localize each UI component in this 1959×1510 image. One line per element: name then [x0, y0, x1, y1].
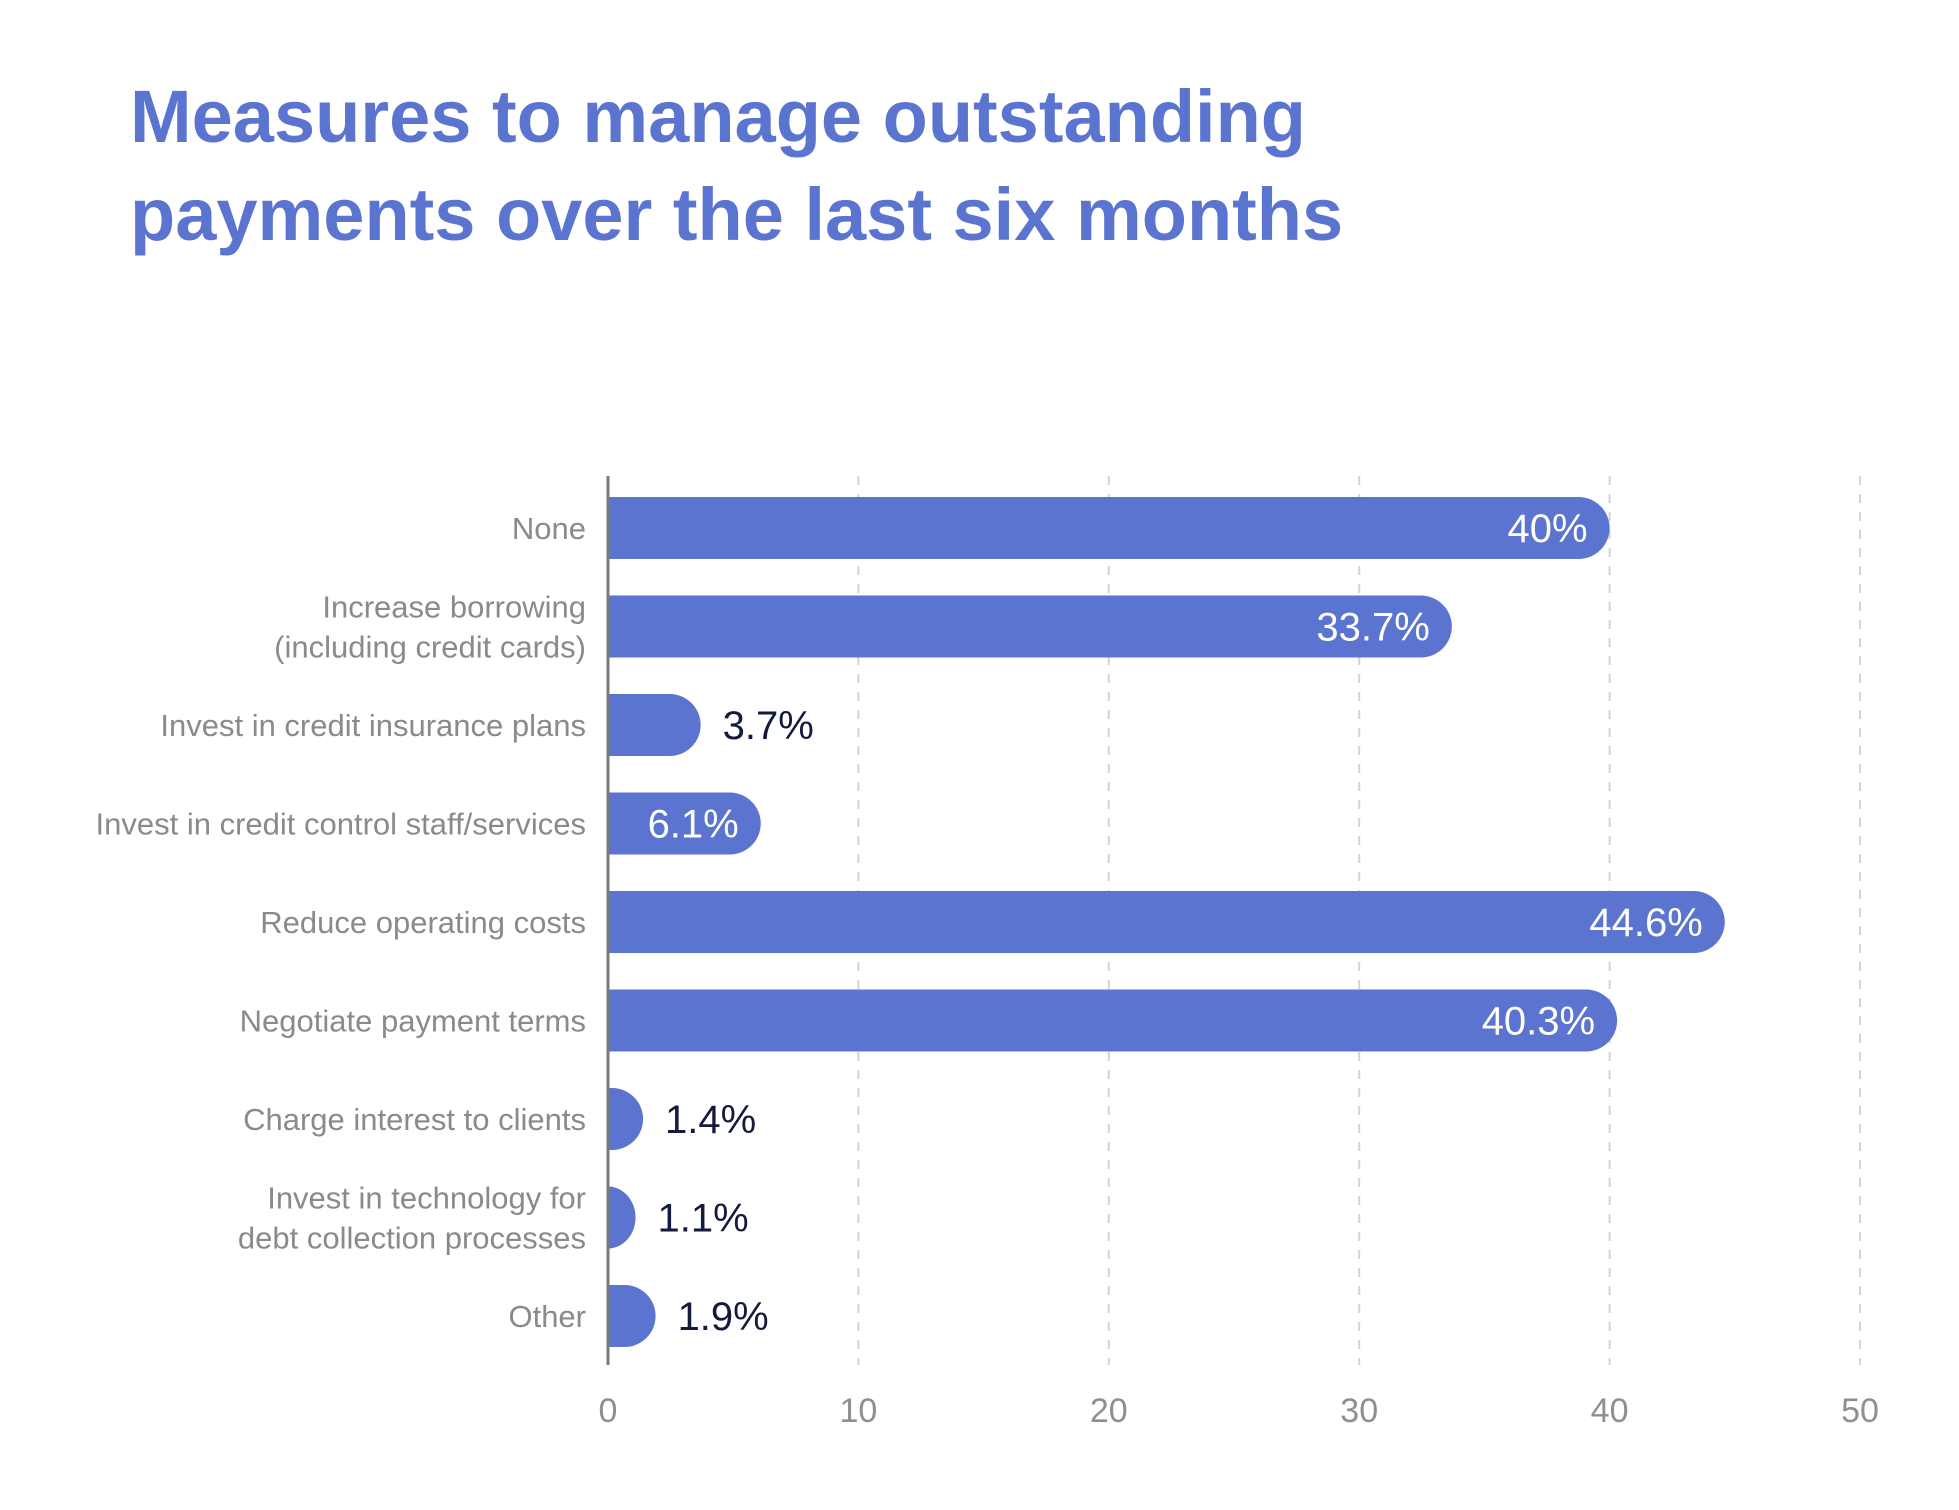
category-label: Charge interest to clients [243, 1102, 586, 1137]
bar [608, 1186, 636, 1249]
value-label: 33.7% [1316, 606, 1429, 650]
category-labels: None Increase borrowing (including credit … [96, 511, 586, 1334]
category-label: Reduce operating costs [260, 905, 586, 940]
category-label: None [512, 511, 586, 546]
bar [608, 497, 1610, 559]
chart-title-line-1: Measures to manage outstanding [130, 75, 1306, 158]
chart-title-line-2: payments over the last six months [130, 173, 1344, 256]
x-tick-label: 10 [839, 1392, 877, 1430]
category-label-line: Other [508, 1299, 586, 1334]
bar [608, 1285, 656, 1347]
category-label: Negotiate payment terms [240, 1004, 586, 1039]
bar [608, 989, 1618, 1052]
bar [608, 1087, 644, 1150]
category-label: Invest in credit control staff/services [96, 807, 586, 842]
category-label: Increase borrowing (including credit card… [274, 590, 586, 665]
x-tick-label: 0 [599, 1392, 618, 1430]
value-label: 6.1% [648, 803, 739, 847]
category-label-line: debt collection processes [238, 1221, 586, 1256]
category-label-line: Invest in credit control staff/services [96, 807, 586, 842]
bar [608, 694, 701, 756]
chart-title: Measures to manage outstanding payments … [130, 68, 1530, 264]
category-label-line: Invest in credit insurance plans [160, 708, 586, 743]
x-tick-label: 20 [1090, 1392, 1128, 1430]
value-label: 3.7% [723, 704, 814, 748]
category-label-line: (including credit cards) [274, 630, 586, 665]
category-label-line: Charge interest to clients [243, 1102, 586, 1137]
category-label-line: Invest in technology for [267, 1181, 586, 1216]
value-label: 40% [1508, 507, 1588, 551]
bar [608, 792, 761, 855]
x-tick-label: 50 [1841, 1392, 1879, 1430]
category-label: Other [508, 1299, 586, 1334]
x-tick-label: 30 [1340, 1392, 1378, 1430]
bars [608, 497, 1725, 1347]
value-label: 1.1% [658, 1197, 749, 1241]
value-label: 40.3% [1482, 1000, 1595, 1044]
category-label: Invest in technology for debt collection … [238, 1181, 586, 1256]
value-label: 1.4% [665, 1098, 756, 1142]
value-labels: 40% 33.7% 3.7% 6.1% 44.6% 40.3% 1.4% 1.1% 1.9% [648, 507, 1703, 1339]
value-label: 44.6% [1589, 901, 1702, 945]
category-label-line: Negotiate payment terms [240, 1004, 586, 1039]
category-label: Invest in credit insurance plans [160, 708, 586, 743]
category-label-line: Increase borrowing [322, 590, 586, 625]
bar [608, 595, 1452, 658]
bar [608, 891, 1725, 953]
category-label-line: Reduce operating costs [260, 905, 586, 940]
value-label: 1.9% [678, 1295, 769, 1339]
x-axis-ticks: 0 10 20 30 40 50 [599, 1392, 1879, 1430]
category-label-line: None [512, 511, 586, 546]
x-tick-label: 40 [1591, 1392, 1629, 1430]
